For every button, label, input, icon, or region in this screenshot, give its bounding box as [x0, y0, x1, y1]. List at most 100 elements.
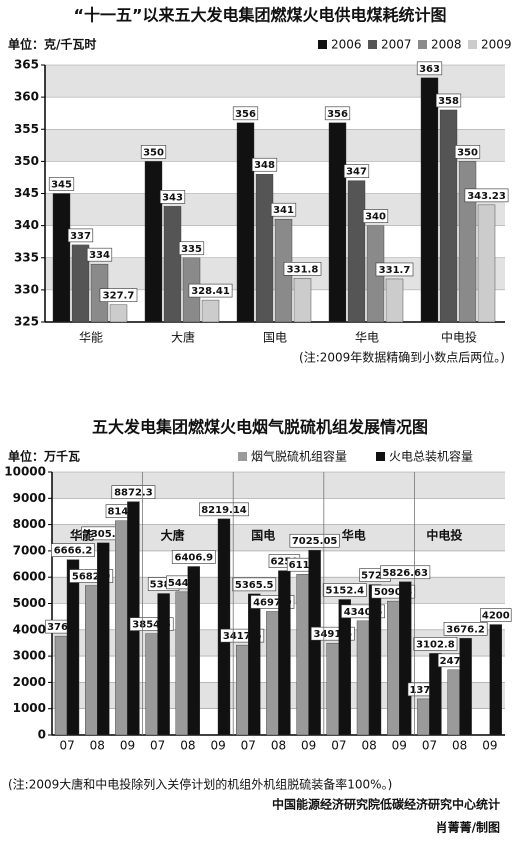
value-label-box: [199, 502, 250, 517]
value-label-box: [416, 61, 443, 76]
value-label: 358: [438, 96, 459, 107]
x-tick-label: 08: [90, 739, 105, 753]
value-label: 6406.9: [175, 552, 214, 563]
bar: [417, 698, 430, 736]
value-label: 331.8: [287, 264, 319, 275]
bar: [157, 593, 170, 736]
value-label-box: [251, 157, 278, 172]
y-tick-label: 8000: [13, 517, 46, 531]
y-tick-label: 330: [14, 282, 39, 296]
legend-label: 2006: [331, 38, 362, 52]
value-label: 4200: [482, 611, 510, 622]
value-label: 8219.14: [201, 505, 247, 516]
y-tick-label: 6000: [13, 570, 46, 584]
value-label: 347: [346, 167, 367, 178]
bar: [217, 518, 231, 736]
x-tick-label: 08: [361, 739, 376, 753]
legend-label: 2007: [381, 38, 412, 52]
bar: [201, 299, 220, 323]
value-label: 328.41: [191, 286, 230, 297]
value-label-box: [322, 583, 367, 597]
legend-swatch: [238, 452, 247, 461]
bar: [145, 633, 158, 736]
y-tick-label: 355: [14, 122, 39, 136]
value-label-box: [140, 145, 167, 159]
x-tick-label: 09: [301, 739, 316, 753]
value-label: 6666.2: [54, 546, 93, 557]
value-label-box: [232, 577, 277, 592]
y-tick-label: 9000: [13, 491, 46, 505]
value-label: 5682.9: [72, 572, 111, 583]
bar: [109, 304, 128, 323]
bar: [308, 550, 321, 736]
value-label-box: [48, 177, 75, 191]
bar: [144, 161, 163, 323]
bar: [96, 542, 110, 736]
value-label: 8148: [107, 507, 135, 518]
value-label: 363: [419, 64, 440, 75]
legend-label: 2008: [431, 38, 462, 52]
group-label: 华能: [70, 528, 94, 543]
bar: [84, 585, 98, 736]
value-label-box: [188, 283, 233, 298]
bar: [187, 566, 201, 736]
note: (注:2009年数据精确到小数点后两位。): [299, 350, 505, 365]
note: (注:2009大唐和中电投除列入关停计划的机组外机组脱硫装备率100%。): [8, 777, 392, 792]
y-tick-label: 345: [14, 186, 39, 200]
bar: [459, 638, 472, 736]
y-tick-label: 335: [14, 250, 39, 264]
group-label: 大唐: [161, 528, 185, 543]
value-label-box: [178, 241, 205, 256]
value-label-box: [380, 565, 431, 580]
value-label: 5380: [150, 580, 178, 591]
bar: [247, 593, 261, 736]
value-label-box: [283, 262, 322, 276]
bar: [439, 109, 458, 323]
value-label-box: [270, 202, 297, 217]
value-label: 5826.63: [382, 568, 428, 579]
value-label: 4340.5: [344, 607, 383, 618]
value-label: 3760: [47, 622, 75, 633]
credit: 肖菁菁/制图: [436, 820, 500, 835]
x-tick-label: 09: [120, 739, 135, 753]
x-tick-label: 07: [150, 739, 165, 753]
bar: [420, 77, 439, 323]
value-label-box: [464, 188, 509, 203]
value-label: 2478: [440, 656, 468, 667]
value-label-box: [86, 247, 113, 262]
value-label: 337: [70, 231, 91, 242]
bar: [115, 520, 128, 736]
y-tick-label: 340: [14, 218, 39, 232]
chart-title: “十一五”以来五大发电集团燃煤火电供电煤耗统计图: [73, 6, 446, 25]
group-label: 华电: [342, 528, 366, 543]
bar: [347, 180, 366, 323]
x-tick-label: 华能: [79, 331, 103, 345]
x-tick-label: 07: [241, 739, 256, 753]
value-label: 3676.2: [446, 624, 485, 635]
bar: [235, 644, 249, 736]
bar: [52, 193, 71, 323]
value-label: 3854.5: [132, 620, 171, 631]
bar: [387, 600, 400, 736]
value-label: 7305.6: [84, 529, 123, 540]
source: 中国能源经济研究院低碳经济研究中心统计: [272, 797, 500, 812]
bar: [255, 174, 274, 323]
y-tick-label: 5000: [13, 596, 46, 610]
value-label: 356: [327, 109, 348, 120]
x-tick-label: 09: [210, 739, 225, 753]
x-tick-label: 07: [331, 739, 346, 753]
x-tick-label: 09: [392, 739, 407, 753]
bar: [326, 642, 339, 736]
value-label-box: [413, 637, 458, 651]
bar: [368, 584, 382, 736]
legend-swatch: [318, 40, 327, 49]
legend-swatch: [376, 452, 385, 461]
legend-label: 火电总装机容量: [389, 449, 473, 464]
value-label: 327.7: [103, 291, 135, 302]
value-label: 5443: [168, 578, 196, 589]
value-label: 7025.05: [292, 536, 338, 547]
value-label-box: [289, 533, 340, 548]
value-label: 350: [143, 147, 164, 158]
value-label: 334: [89, 250, 110, 261]
bar: [175, 591, 189, 736]
